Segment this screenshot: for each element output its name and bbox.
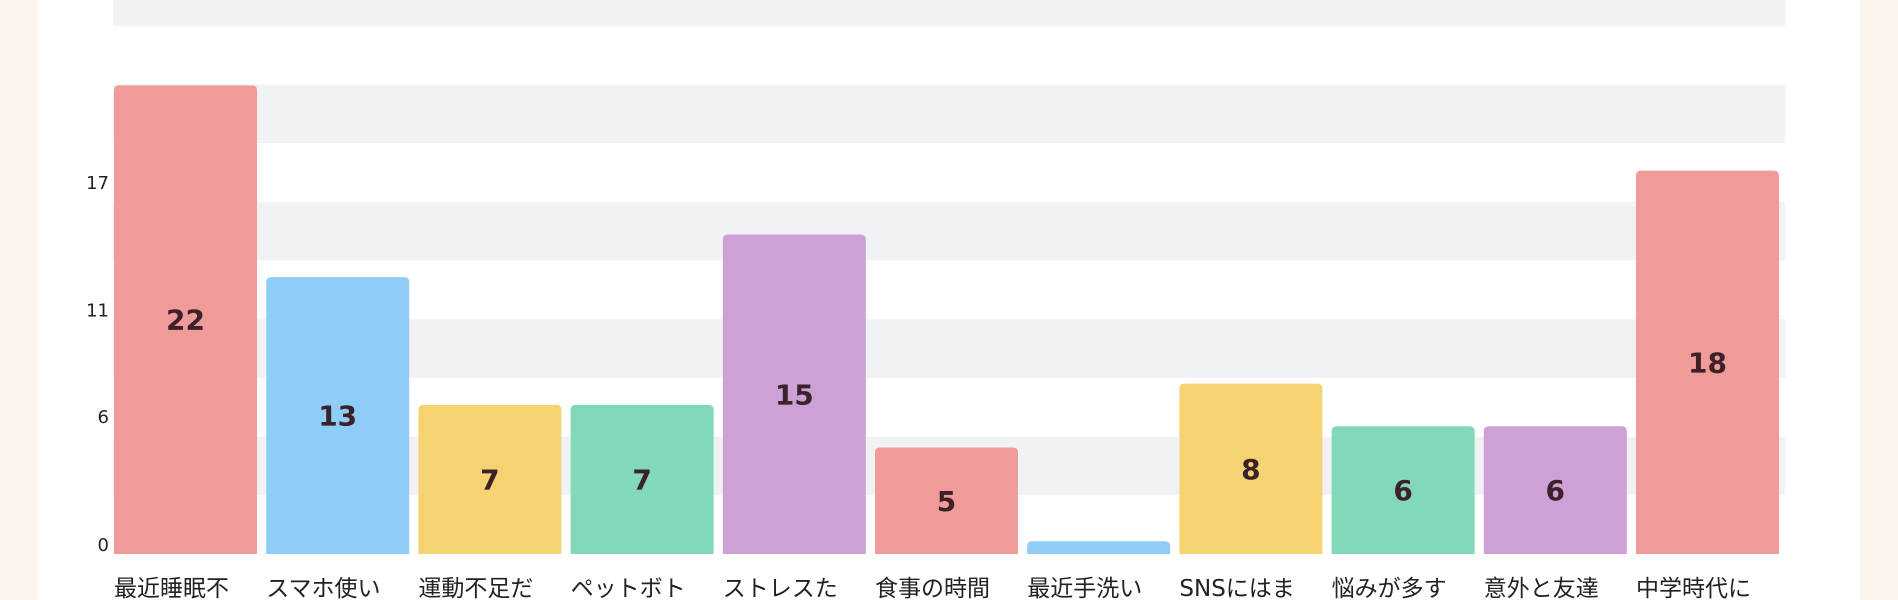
x-tick-label: 運動不足だ [418,576,533,600]
bar [1636,170,1779,554]
value-label: 13 [318,400,357,433]
x-tick-label: SNSにはま [1179,576,1294,600]
y-tick-label: 0 [98,535,109,556]
grid-band [113,84,1785,144]
y-axis: 0 6 11 17 [86,173,109,556]
bar [266,277,410,554]
value-label: 6 [1546,474,1565,507]
bar [722,234,866,554]
x-axis: 最近睡眠不 スマホ使い 運動不足だ ペットボト ストレスた 食事の時間 最近手洗い SNSには… [114,576,1751,600]
y-tick-label: 11 [86,301,109,322]
value-labels: 22 13 7 7 15 5 8 6 6 18 [166,304,1727,518]
grid-band [113,201,1785,261]
value-label: 8 [1241,453,1260,486]
bar [1179,383,1323,554]
bar [114,85,257,555]
x-tick-label: ペットボト [571,576,686,600]
value-label: 7 [480,463,499,496]
y-tick-label: 6 [98,407,109,428]
x-tick-label: ストレスた [723,576,838,600]
value-label: 5 [937,485,956,518]
x-tick-label: 意外と友達 [1484,576,1599,600]
value-label: 18 [1688,346,1727,379]
bar [875,447,1018,554]
bar [1027,541,1171,554]
x-tick-label: 最近手洗い [1027,576,1142,600]
bar [1483,426,1627,554]
bar [1331,426,1475,554]
value-label: 22 [166,304,205,337]
x-tick-label: 悩みが多す [1332,576,1447,600]
value-label: 15 [775,378,814,411]
x-tick-label: 最近睡眠不 [114,576,229,600]
value-label: 7 [632,463,651,496]
bar [570,404,714,554]
value-label: 6 [1393,474,1412,507]
y-tick-label: 17 [86,173,109,194]
grid-band [113,0,1785,26]
bar [418,404,562,554]
x-tick-label: 中学時代に [1636,576,1751,600]
x-tick-label: スマホ使い [266,576,380,600]
bars [114,85,1779,555]
x-tick-label: 食事の時間 [875,576,990,600]
